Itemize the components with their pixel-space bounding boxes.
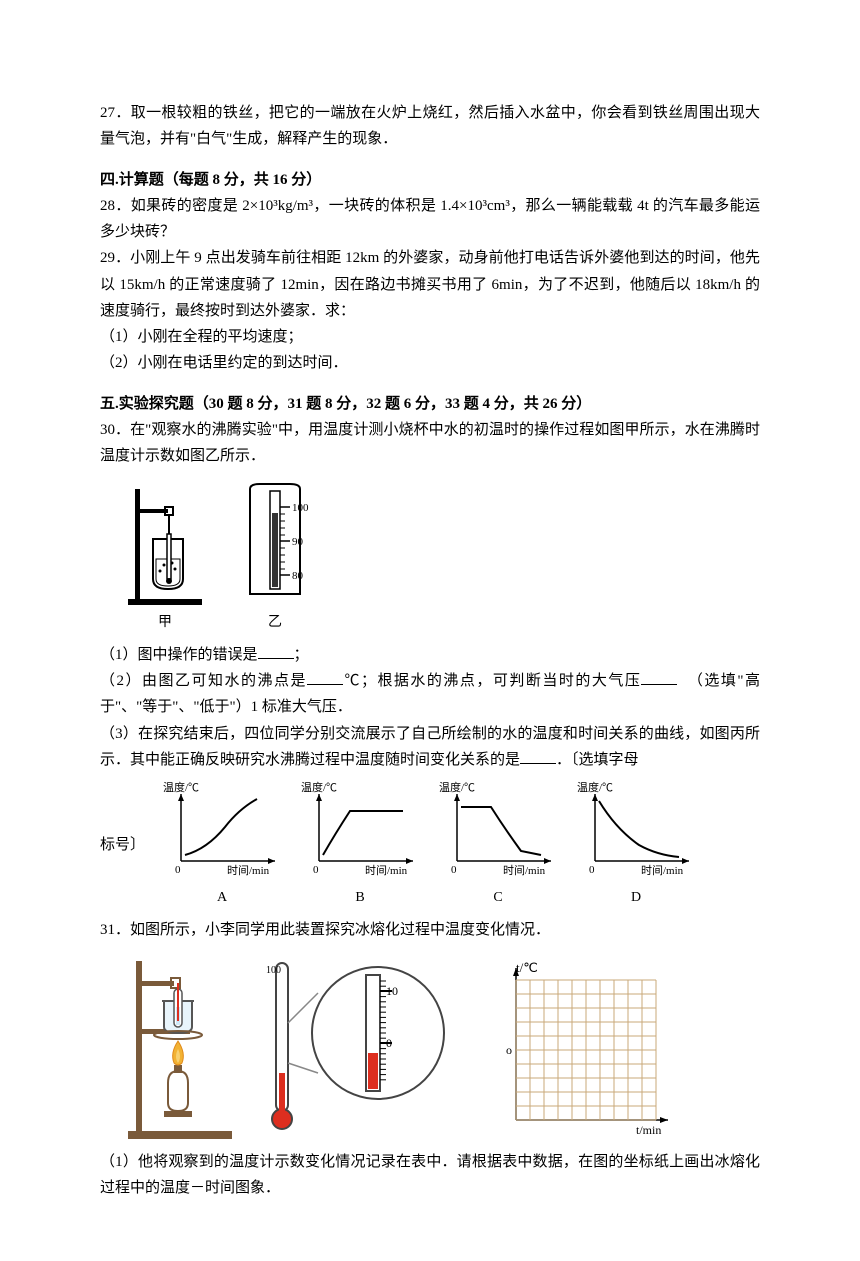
svg-text:90: 90 xyxy=(292,536,304,548)
chart-d-icon: 温度/℃ 0 时间/min xyxy=(571,779,701,884)
svg-text:温度/℃: 温度/℃ xyxy=(439,780,475,794)
svg-text:温度/℃: 温度/℃ xyxy=(163,780,199,794)
blank-input[interactable] xyxy=(520,749,556,764)
svg-text:100: 100 xyxy=(292,502,309,514)
svg-text:时间/min: 时间/min xyxy=(365,864,408,877)
chart-c: 温度/℃ 0 时间/min C xyxy=(433,779,563,911)
chart-c-label: C xyxy=(493,886,502,911)
svg-text:温度/℃: 温度/℃ xyxy=(577,780,613,794)
q31-sub1: （1）他将观察到的温度计示数变化情况记录在表中．请根据表中数据，在图的坐标纸上画… xyxy=(100,1149,760,1202)
chart-b-label: B xyxy=(355,886,364,911)
svg-text:80: 80 xyxy=(292,570,304,582)
section-4-title: 四.计算题（每题 8 分，共 16 分） xyxy=(100,167,760,193)
svg-text:时间/min: 时间/min xyxy=(503,864,546,877)
svg-text:0: 0 xyxy=(589,864,595,876)
q31-text: 31．如图所示，小李同学用此装置探究冰熔化过程中温度变化情况． xyxy=(100,917,760,943)
svg-text:温度/℃: 温度/℃ xyxy=(301,780,337,794)
svg-text:0: 0 xyxy=(451,864,457,876)
melting-apparatus-icon xyxy=(120,953,240,1143)
q31-figure-row: 100 10 0 t/℃ o t/min xyxy=(120,953,760,1143)
blank-input[interactable] xyxy=(258,644,294,659)
figure-jia: 甲 xyxy=(120,479,210,636)
q31-number: 31． xyxy=(100,922,130,938)
chart-d: 温度/℃ 0 时间/min D xyxy=(571,779,701,911)
q27-number: 27． xyxy=(100,105,131,121)
chart-b: 温度/℃ 0 时间/min B xyxy=(295,779,425,911)
grid-chart-icon: t/℃ o t/min xyxy=(486,958,676,1138)
q30-sub2: （2）由图乙可知水的沸点是℃；根据水的沸点，可判断当时的大气压 （选填"高于"、… xyxy=(100,668,760,721)
q29-sub1: （1）小刚在全程的平均速度； xyxy=(100,324,760,350)
q29-number: 29． xyxy=(100,250,130,266)
figure-yi-label: 乙 xyxy=(268,611,282,636)
q30-sub3: （3）在探究结束后，四位同学分别交流展示了自己所绘制的水的温度和时间关系的曲线，… xyxy=(100,721,760,774)
chart-c-icon: 温度/℃ 0 时间/min xyxy=(433,779,563,884)
q29-sub2: （2）小刚在电话里约定的到达时间． xyxy=(100,350,760,376)
blank-input[interactable] xyxy=(307,670,343,685)
q30-chart-row: 标号〕 温度/℃ 0 时间/min A 温度/℃ 0 时间/min B 温 xyxy=(100,779,760,911)
thermometer-detail-icon: 100 10 0 xyxy=(258,953,468,1143)
svg-text:时间/min: 时间/min xyxy=(227,864,270,877)
q28-number: 28． xyxy=(100,198,131,214)
svg-text:0: 0 xyxy=(175,864,181,876)
q30-text: 30．在"观察水的沸腾实验"中，用温度计测小烧杯中水的初温时的操作过程如图甲所示… xyxy=(100,417,760,470)
svg-text:100: 100 xyxy=(266,965,281,976)
chart-a: 温度/℃ 0 时间/min A xyxy=(157,779,287,911)
apparatus-jia-icon xyxy=(120,479,210,609)
svg-text:时间/min: 时间/min xyxy=(641,864,684,877)
svg-text:o: o xyxy=(506,1043,512,1057)
blank-input[interactable] xyxy=(641,670,677,685)
q30-number: 30． xyxy=(100,422,130,438)
chart-a-icon: 温度/℃ 0 时间/min xyxy=(157,779,287,884)
q30-sub1: （1）图中操作的错误是； xyxy=(100,642,760,668)
figure-yi: 100 90 80 乙 xyxy=(240,479,310,636)
chart-d-label: D xyxy=(631,886,641,911)
q29-text: 29．小刚上午 9 点出发骑车前往相距 12km 的外婆家，动身前他打电话告诉外… xyxy=(100,245,760,324)
figure-jia-label: 甲 xyxy=(158,611,172,636)
section-5-title: 五.实验探究题（30 题 8 分，31 题 8 分，32 题 6 分，33 题 … xyxy=(100,391,760,417)
chart-b-icon: 温度/℃ 0 时间/min xyxy=(295,779,425,884)
svg-text:t/℃: t/℃ xyxy=(516,960,538,975)
q28-text: 28．如果砖的密度是 2×10³kg/m³，一块砖的体积是 1.4×10³cm³… xyxy=(100,193,760,246)
svg-text:0: 0 xyxy=(313,864,319,876)
chart-a-label: A xyxy=(217,886,227,911)
q30-sub3-tail: 标号〕 xyxy=(100,832,145,858)
thermometer-yi-icon: 100 90 80 xyxy=(240,479,310,609)
q30-figure-row: 甲 100 90 80 乙 xyxy=(120,479,760,636)
svg-text:t/min: t/min xyxy=(636,1123,661,1137)
q27-text: 27．取一根较粗的铁丝，把它的一端放在火炉上烧红，然后插入水盆中，你会看到铁丝周… xyxy=(100,100,760,153)
